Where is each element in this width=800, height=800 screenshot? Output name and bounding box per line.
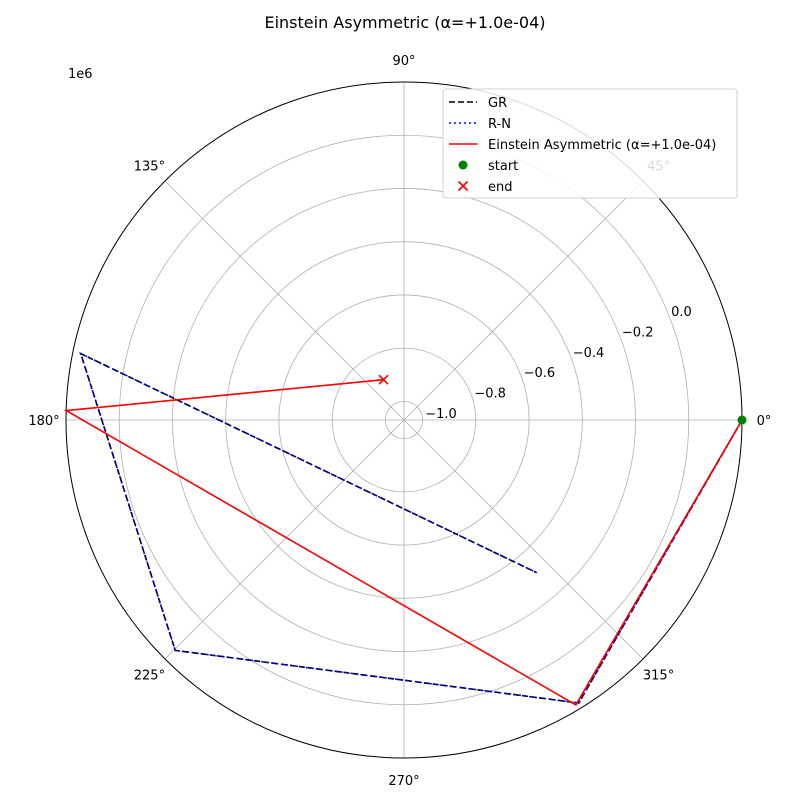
r-tick-label: 0.0 xyxy=(671,305,692,320)
r-tick-label: −1.0 xyxy=(425,407,457,422)
offset-label: 1e6 xyxy=(68,67,93,82)
theta-tick-labels: 0°45°90°135°180°225°270°315° xyxy=(28,54,771,789)
theta-grid-line xyxy=(164,419,405,660)
end-marker xyxy=(378,374,389,385)
legend: GR R-N Einstein Asymmetric (α=+1.0e-04) sta… xyxy=(442,88,738,199)
theta-tick-label: 0° xyxy=(757,414,772,429)
legend-swatch xyxy=(457,180,469,192)
legend-label: GR xyxy=(488,96,507,111)
r-tick-label: −0.6 xyxy=(524,366,556,381)
theta-tick-label: 225° xyxy=(134,669,165,684)
legend-swatch xyxy=(458,160,468,170)
r-tick-label: −0.8 xyxy=(474,387,506,402)
theta-tick-label: 180° xyxy=(28,414,59,429)
theta-tick-label: 315° xyxy=(643,669,674,684)
theta-tick-label: 135° xyxy=(134,159,165,174)
series-line-einstein xyxy=(63,378,743,706)
theta-tick-label: 270° xyxy=(388,774,419,789)
legend-label: start xyxy=(488,159,518,174)
theta-grid-line xyxy=(403,419,644,660)
chart-title: Einstein Asymmetric (α=+1.0e-04) xyxy=(264,13,545,32)
legend-swatch-stroke xyxy=(457,180,469,192)
legend-label: Einstein Asymmetric (α=+1.0e-04) xyxy=(488,138,716,153)
theta-grid-line xyxy=(164,180,405,421)
series-line-gr xyxy=(79,352,743,704)
theta-tick-label: 90° xyxy=(392,54,415,69)
legend-label: R-N xyxy=(488,117,511,132)
start-marker xyxy=(737,415,747,425)
series-layer xyxy=(63,352,743,706)
legend-label: end xyxy=(488,180,513,195)
r-tick-label: −0.4 xyxy=(573,346,605,361)
r-tick-labels: −1.0 −0.8 −0.6 −0.4 −0.2 0.0 xyxy=(425,305,692,422)
marker-layer xyxy=(378,374,747,425)
r-tick-label: −0.2 xyxy=(622,325,654,340)
legend-box xyxy=(442,88,738,199)
theta-grid-line xyxy=(403,180,644,421)
end-marker-stroke xyxy=(378,374,389,385)
